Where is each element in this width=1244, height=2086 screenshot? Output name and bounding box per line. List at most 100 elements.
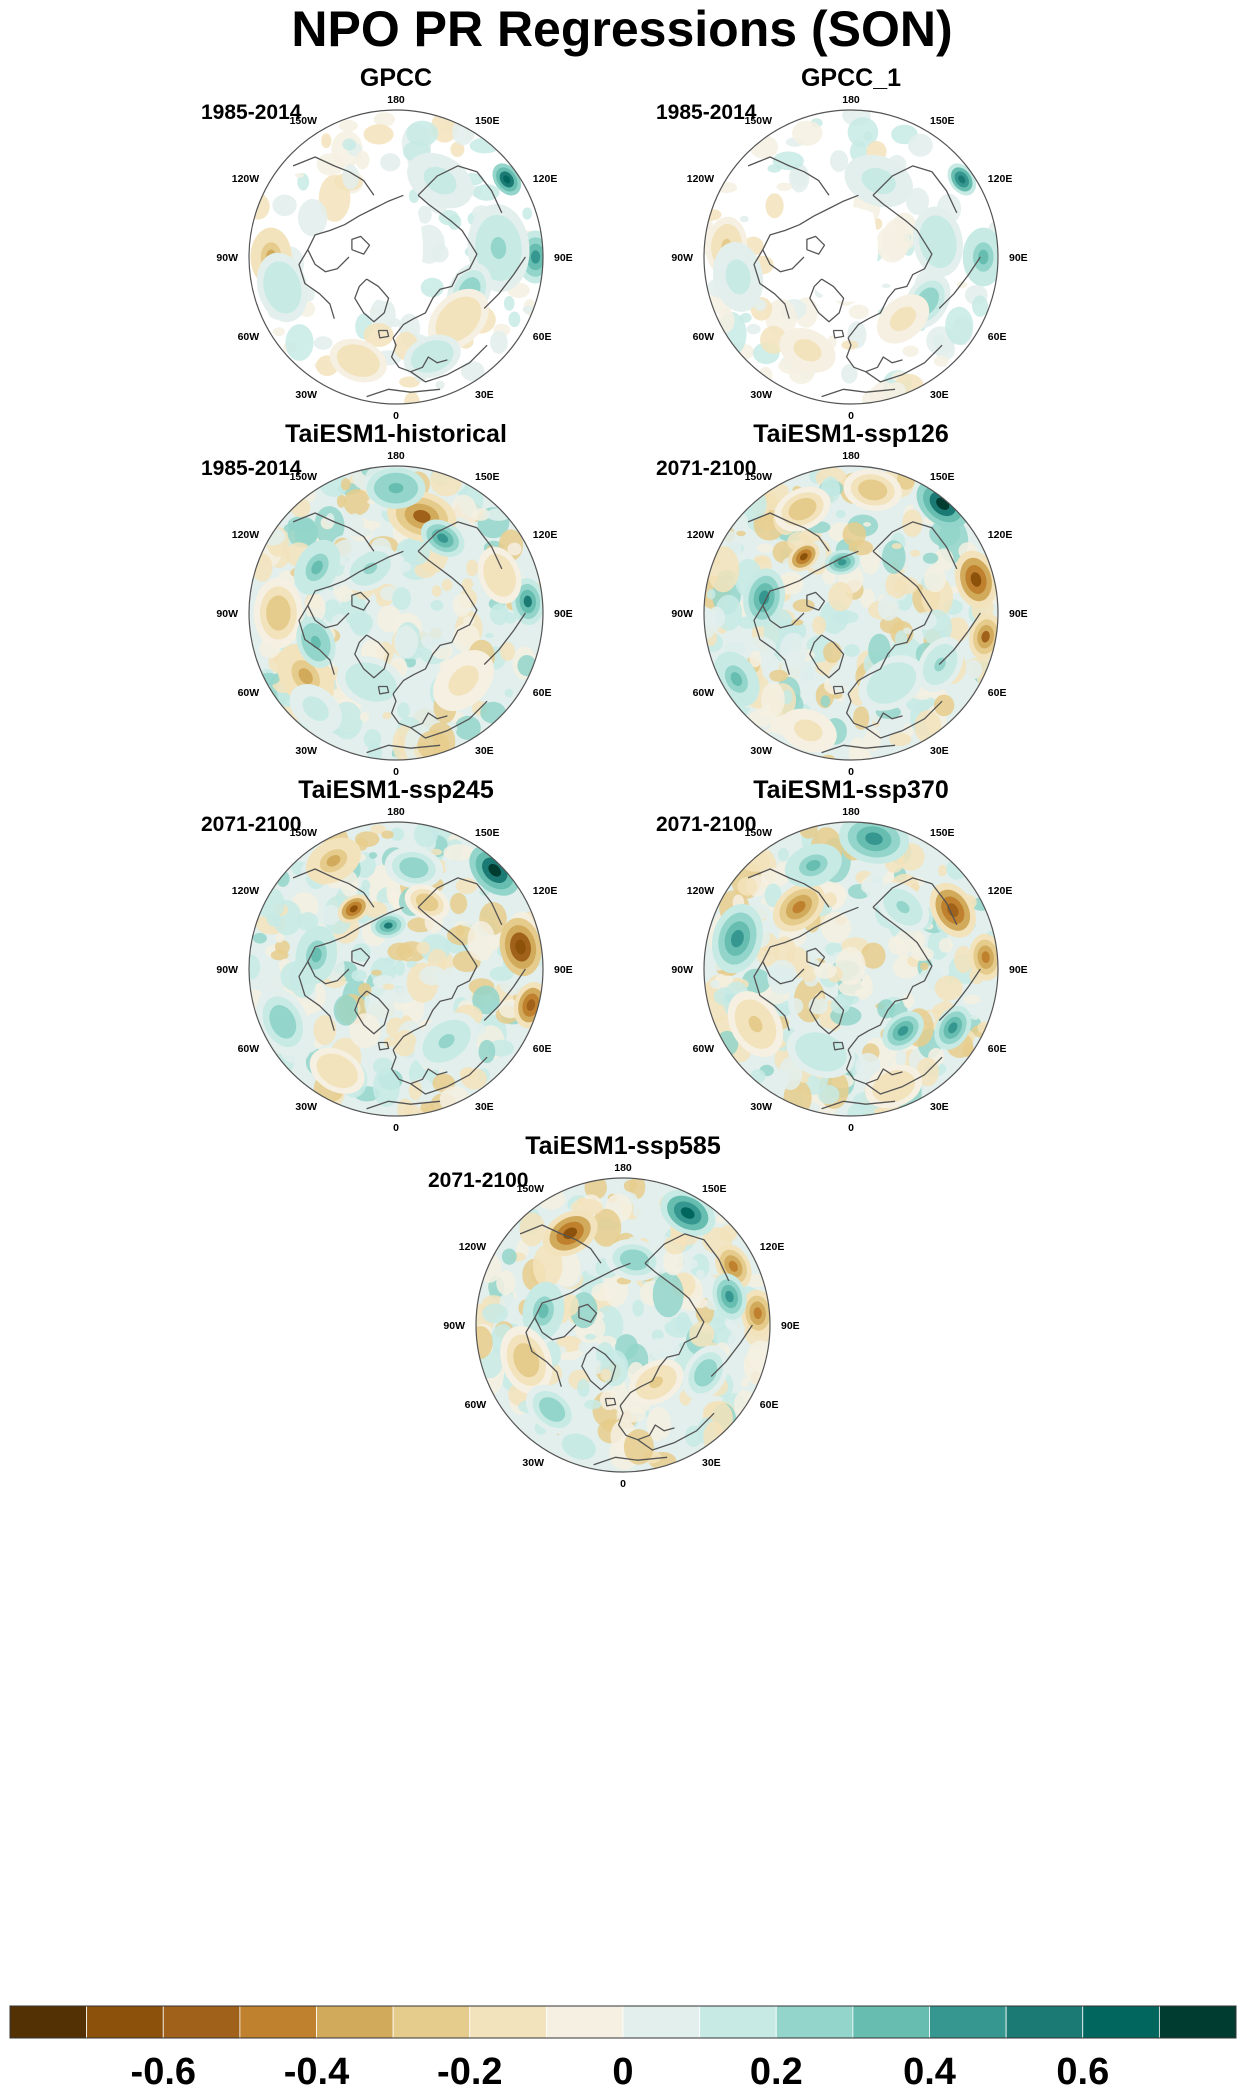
coastline — [865, 344, 943, 383]
precip-cell — [503, 296, 515, 311]
precip-cell — [924, 564, 946, 593]
precip-cell — [420, 625, 449, 651]
precip-cell — [877, 999, 895, 1019]
precip-cell — [507, 542, 522, 556]
precip-cell — [486, 508, 511, 521]
coastline — [865, 1056, 943, 1095]
precip-cell — [910, 549, 921, 557]
map-boundary — [248, 109, 544, 405]
map-panel: TaiESM1-ssp245 2071-2100 180 150E 120E 90E 60E… — [201, 776, 573, 1134]
precip-cell — [388, 888, 400, 902]
precip-cell — [448, 214, 462, 230]
precip-cell — [294, 173, 304, 178]
precip-cell — [758, 366, 773, 385]
precip-cell — [406, 120, 439, 147]
longitude-label: 60E — [988, 1043, 1007, 1055]
longitude-label: 60W — [238, 1043, 260, 1055]
longitude-label: 30W — [295, 1101, 317, 1113]
precip-cell — [363, 124, 394, 145]
precip-cell — [821, 911, 852, 943]
precip-anomaly — [730, 929, 744, 948]
precip-anomaly — [799, 553, 808, 561]
precip-cell — [397, 1098, 413, 1116]
precip-cell — [772, 151, 804, 171]
precip-cell — [297, 912, 319, 931]
coastline — [292, 512, 375, 552]
coastline — [483, 612, 526, 665]
missing-data-mask — [337, 206, 423, 302]
precip-anomaly — [883, 676, 900, 690]
longitude-label: 60W — [465, 1399, 487, 1411]
precip-field — [249, 466, 543, 760]
precip-cell — [801, 965, 817, 983]
colorbar-swatch — [86, 2005, 164, 2039]
precip-cell — [432, 585, 442, 597]
precip-cell — [628, 1323, 645, 1333]
precip-anomaly — [298, 668, 313, 685]
longitude-label: 150E — [930, 827, 955, 839]
coastline — [806, 235, 826, 255]
precip-field — [249, 822, 543, 1116]
precip-anomaly — [490, 237, 507, 259]
precip-cell — [404, 392, 420, 404]
coastline — [392, 550, 478, 695]
panel-title: GPCC — [360, 64, 432, 92]
precip-field — [704, 466, 998, 760]
map-panel: GPCC 1985-2014 180 150E 120E 90E 60E 30E 0 30W 60W… — [201, 64, 573, 422]
coastline — [821, 388, 896, 398]
colorbar-tick-label: 0 — [612, 2051, 633, 2086]
map-boundary — [703, 109, 999, 405]
precip-anomaly — [450, 311, 467, 328]
precip-cell — [351, 943, 371, 962]
coastline — [872, 521, 958, 570]
coastline — [307, 550, 404, 629]
coastline — [581, 1346, 617, 1391]
precip-anomaly — [272, 604, 285, 622]
longitude-label: 120E — [760, 1241, 785, 1253]
precip-cell — [749, 650, 762, 668]
precip-cell — [788, 998, 804, 1014]
precip-cell — [848, 748, 872, 760]
longitude-label: 0 — [848, 410, 854, 422]
longitude-label: 150W — [745, 827, 773, 839]
precip-cell — [934, 975, 963, 1001]
precip-cell — [646, 1406, 671, 1442]
precip-anomaly — [523, 595, 532, 608]
precip-anomaly — [970, 572, 982, 587]
colorbar-tick-label: 0.4 — [903, 2051, 956, 2086]
precip-cell — [938, 938, 953, 953]
longitude-label: 30W — [295, 745, 317, 757]
precip-cell — [779, 632, 808, 670]
coastline — [366, 388, 441, 398]
precip-anomaly — [800, 344, 815, 356]
coastline — [747, 868, 830, 908]
coastline — [417, 521, 503, 570]
precip-cell — [472, 985, 500, 1015]
longitude-label: 30E — [930, 389, 949, 401]
precip-cell — [792, 599, 815, 613]
precip-cell — [413, 822, 438, 848]
colorbar-swatch — [392, 2005, 471, 2039]
precip-cell — [954, 946, 973, 973]
colorbar-swatch — [239, 2005, 317, 2039]
precip-cell — [910, 947, 934, 961]
precip-cell — [504, 688, 513, 698]
precip-cell — [249, 954, 261, 980]
precip-cell — [394, 960, 405, 976]
precip-cell — [765, 193, 784, 219]
panel-title: TaiESM1-ssp126 — [753, 420, 948, 448]
precip-cell — [920, 962, 929, 971]
longitude-label: 120E — [533, 529, 558, 541]
precip-anomaly — [326, 855, 341, 867]
precip-cell — [404, 656, 417, 668]
coastline — [519, 1224, 602, 1264]
precip-anomaly — [758, 590, 770, 606]
precip-cell — [489, 603, 509, 626]
precip-anomaly — [958, 175, 966, 184]
panel-title: TaiESM1-historical — [285, 420, 507, 448]
precip-cell — [508, 311, 521, 328]
precip-cell — [489, 966, 514, 982]
precip-cell — [882, 219, 910, 261]
precip-cell — [276, 870, 290, 887]
coastline — [351, 591, 371, 611]
